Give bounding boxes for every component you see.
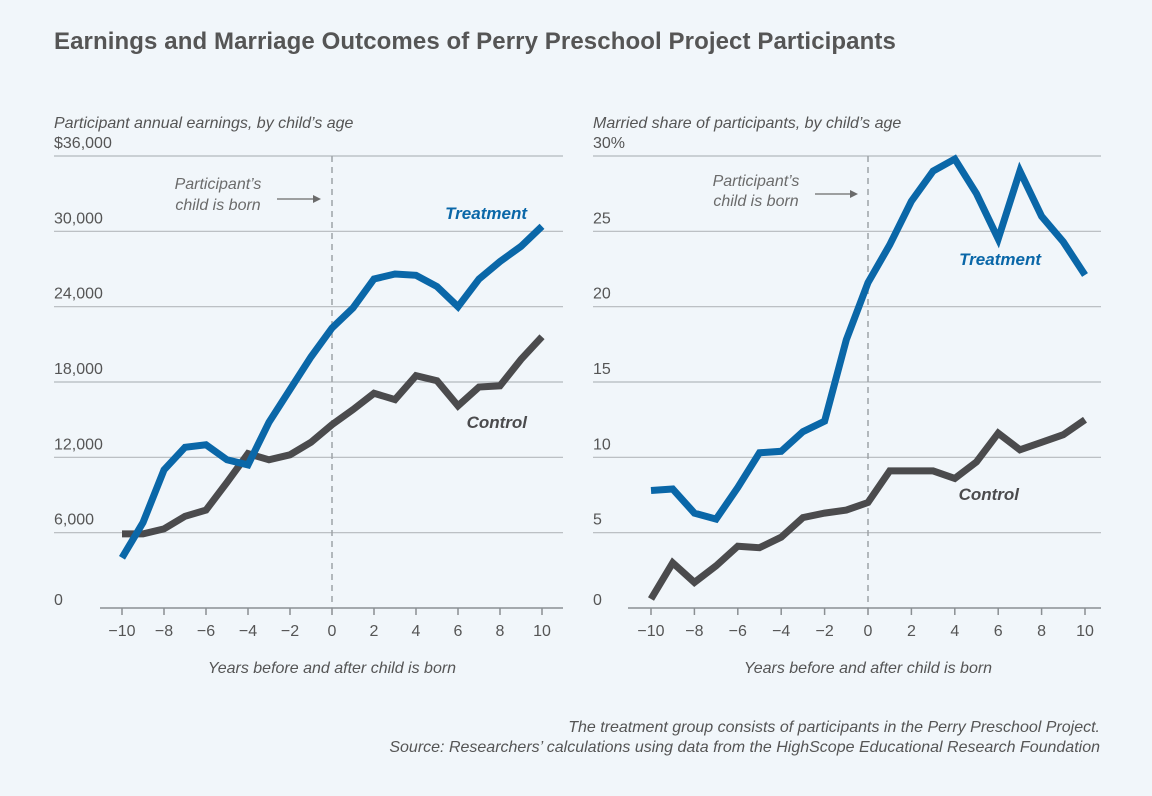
chart-1: Participant annual earnings, by child’s …	[54, 115, 563, 677]
y-tick-label: 0	[593, 592, 602, 609]
annotation-arrowhead	[850, 190, 858, 198]
x-tick-label: −6	[197, 623, 215, 640]
control-series-line	[122, 334, 545, 538]
y-tick-label: 30%	[593, 135, 625, 152]
y-tick-label: 12,000	[54, 436, 103, 453]
y-tick-label: 24,000	[54, 286, 103, 303]
annotation-line: Participant’s	[713, 173, 800, 190]
treatment-series-line	[650, 154, 1088, 524]
x-axis-label: Years before and after child is born	[208, 660, 456, 677]
source-note: Source: Researchers’ calculations using …	[389, 739, 1100, 756]
x-tick-label: −10	[108, 623, 135, 640]
control-series-line	[647, 416, 1087, 601]
x-tick-label: 10	[1076, 623, 1094, 640]
x-tick-label: 4	[412, 623, 421, 640]
x-tick-label: −8	[685, 623, 703, 640]
treatment-series-label: Treatment	[959, 250, 1042, 269]
y-tick-label: 25	[593, 210, 611, 227]
x-tick-label: −4	[239, 623, 257, 640]
treatment-series-label: Treatment	[445, 204, 528, 223]
x-tick-label: 0	[864, 623, 873, 640]
treatment-series-line	[118, 223, 545, 560]
control-series-label: Control	[467, 413, 529, 432]
x-tick-label: −2	[281, 623, 299, 640]
y-tick-label: 20	[593, 286, 611, 303]
control-series-label: Control	[959, 485, 1021, 504]
annotation-line: Participant’s	[175, 176, 262, 193]
y-tick-label: 30,000	[54, 210, 103, 227]
annotation-line: child is born	[175, 197, 260, 214]
x-tick-label: −10	[637, 623, 664, 640]
x-tick-label: −6	[729, 623, 747, 640]
x-tick-label: 0	[328, 623, 337, 640]
x-tick-label: 2	[370, 623, 379, 640]
y-tick-label: 6,000	[54, 512, 94, 529]
y-tick-label: 18,000	[54, 361, 103, 378]
x-tick-label: 10	[533, 623, 551, 640]
x-tick-label: −8	[155, 623, 173, 640]
x-tick-label: −2	[815, 623, 833, 640]
annotation-arrowhead	[313, 195, 321, 203]
y-tick-label: $36,000	[54, 135, 112, 152]
page-title: Earnings and Marriage Outcomes of Perry …	[54, 28, 896, 55]
y-tick-label: 10	[593, 436, 611, 453]
y-tick-label: 15	[593, 361, 611, 378]
chart-2: Married share of participants, by child’…	[593, 115, 1101, 677]
y-tick-label: 0	[54, 592, 63, 609]
x-tick-label: 6	[994, 623, 1003, 640]
y-tick-label: 5	[593, 512, 602, 529]
x-axis-label: Years before and after child is born	[744, 660, 992, 677]
chart-subtitle: Married share of participants, by child’…	[593, 115, 901, 132]
x-tick-label: 8	[1037, 623, 1046, 640]
annotation-line: child is born	[713, 193, 798, 210]
footnote: The treatment group consists of particip…	[568, 719, 1100, 736]
x-tick-label: 2	[907, 623, 916, 640]
x-tick-label: −4	[772, 623, 790, 640]
x-tick-label: 8	[496, 623, 505, 640]
chart-subtitle: Participant annual earnings, by child’s …	[54, 115, 354, 132]
x-tick-label: 6	[454, 623, 463, 640]
x-tick-label: 4	[950, 623, 959, 640]
